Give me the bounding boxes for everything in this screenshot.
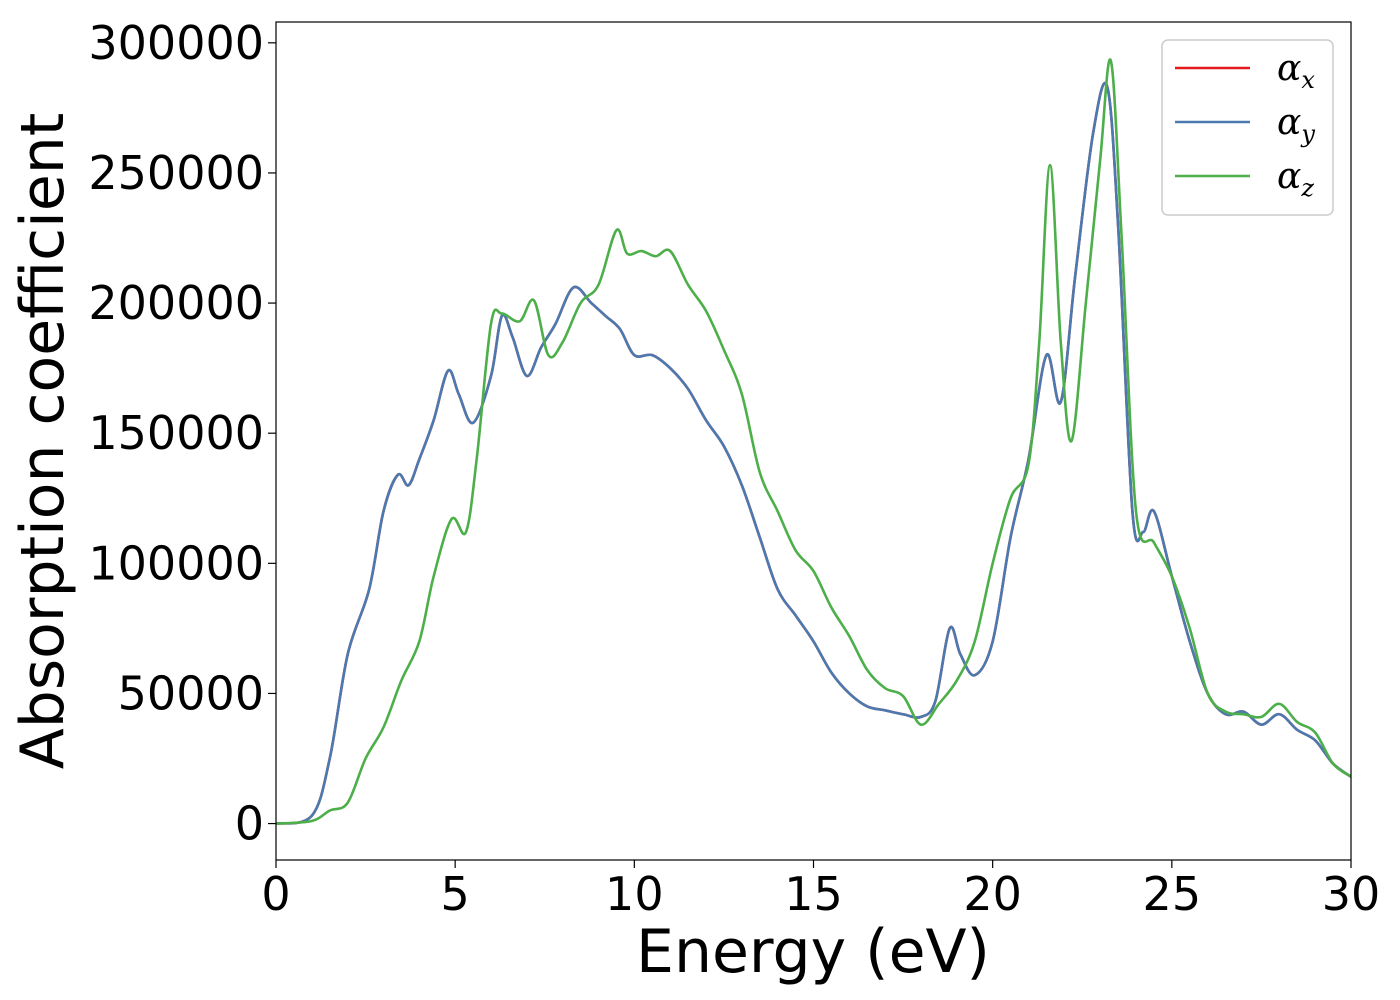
legend-label-z: αz [1277,156,1314,202]
y-ticks: 0 50000 100000 150000 200000 250000 300000 [88,16,276,851]
y-tick-label: 100000 [88,536,264,590]
x-tick-label: 5 [441,867,470,921]
x-tick-label: 30 [1322,867,1381,921]
x-tick-label: 25 [1143,867,1202,921]
series-line-α-y [276,81,1351,825]
series-line-α-z [276,58,1351,825]
x-tick-label: 15 [784,867,843,921]
y-tick-label: 300000 [88,16,264,70]
series-layer [276,58,1351,825]
legend-box [1161,39,1334,216]
x-tick-label: 20 [963,867,1022,921]
x-tick-label: 0 [261,867,290,921]
y-tick-label: 50000 [118,666,264,720]
x-ticks: 0 5 10 15 20 25 30 [261,860,1380,921]
y-tick-label: 200000 [88,276,264,330]
y-tick-label: 0 [235,797,264,851]
y-axis-label: Absorption coefficient [8,113,78,770]
x-tick-label: 10 [605,867,664,921]
x-axis-label: Energy (eV) [636,917,990,987]
y-tick-label: 150000 [88,406,264,460]
y-tick-label: 250000 [88,146,264,200]
